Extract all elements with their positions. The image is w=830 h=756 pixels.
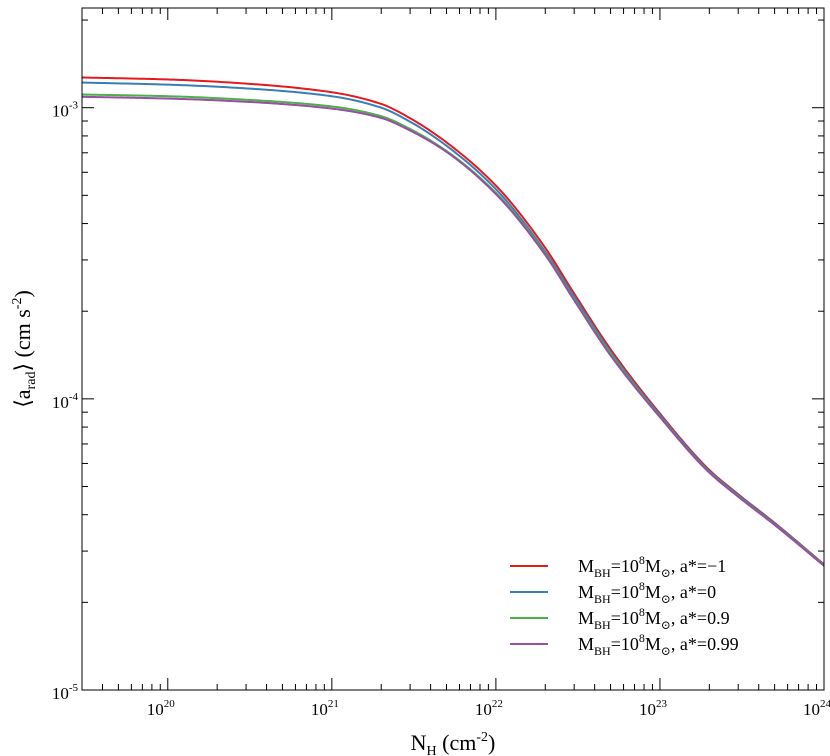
legend-label: MBH=108M⊙, a*=0.9	[578, 605, 730, 632]
legend-label: MBH=108M⊙, a*=0	[578, 579, 716, 606]
x-tick-label: 1024	[803, 698, 830, 719]
tick-labels: 1020 1021 1022 1023 1024 10-5 10-4 10-3	[52, 100, 830, 719]
plot-frame	[81, 7, 825, 691]
y-axis-label: ⟨arad⟩ (cm s-2)	[10, 290, 39, 408]
y-tick-label: 10-3	[52, 100, 79, 121]
x-tick-label: 1020	[147, 698, 176, 719]
series-lines	[81, 76, 825, 567]
x-tick-label: 1021	[311, 698, 339, 719]
legend-label: MBH=108M⊙, a*=−1	[578, 553, 726, 580]
x-tick-label: 1022	[475, 698, 503, 719]
y-tick-label: 10-4	[52, 391, 79, 412]
axis-ticks	[81, 8, 825, 691]
legend-label: MBH=108M⊙, a*=0.99	[578, 631, 739, 658]
series-line	[81, 95, 825, 567]
x-axis-label: NH (cm-2)	[411, 730, 496, 756]
series-line	[81, 93, 825, 567]
y-tick-label: 10-5	[52, 682, 79, 703]
x-tick-label: 1023	[639, 698, 668, 719]
